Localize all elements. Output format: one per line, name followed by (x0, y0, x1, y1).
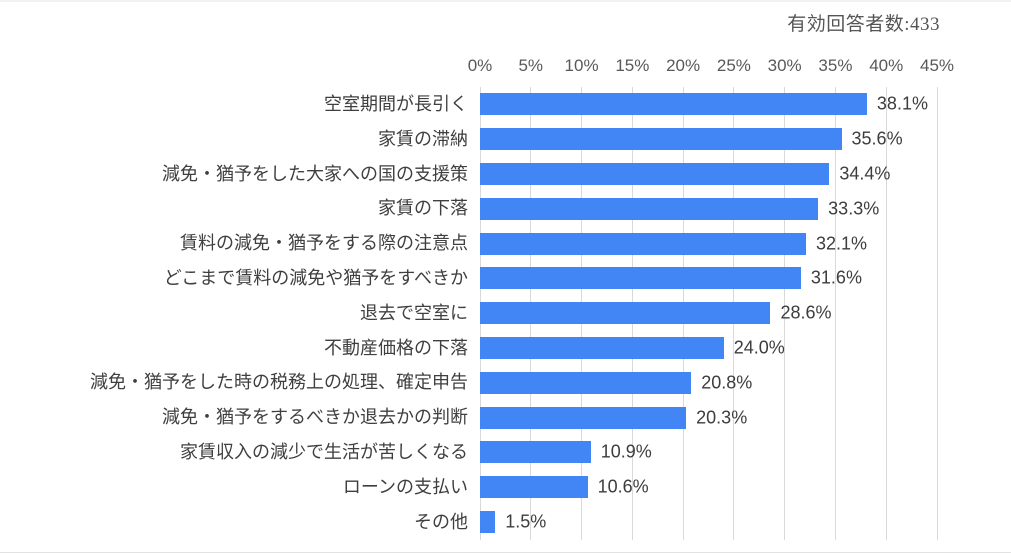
bar (480, 267, 801, 290)
category-label: ローンの支払い (342, 476, 468, 497)
bar-value-label: 20.3% (696, 407, 748, 428)
category-label: 不動産価格の下落 (324, 337, 468, 358)
gridline (784, 87, 786, 540)
bar-row: 退去で空室に 28.6% (0, 296, 1011, 331)
x-axis: 0% 5% 10% 15% 20% 25% 30% 35% 40% 45% (468, 52, 954, 87)
x-axis-tick: 15% (615, 56, 650, 75)
bar-track: 34.4% (480, 157, 1011, 192)
x-axis-row: 0% 5% 10% 15% 20% 25% 30% 35% 40% 45% (0, 52, 1011, 87)
bar-row: その他 1.5% (0, 505, 1011, 540)
bar (480, 371, 692, 394)
axis-spacer (0, 52, 480, 87)
category-label: どこまで賃料の減免や猶予をすべきか (163, 267, 468, 288)
valid-respondents-count: 有効回答者数:433 (787, 14, 940, 35)
category-label: その他 (414, 511, 468, 532)
bar-row: 家賃の滞納 35.6% (0, 122, 1011, 157)
bar-row: 家賃の下落 33.3% (0, 191, 1011, 226)
bar-track: 20.8% (480, 365, 1011, 400)
bar-row: 減免・猶予をした大家への国の支援策 34.4% (0, 157, 1011, 192)
bar (480, 302, 771, 325)
bar-track: 35.6% (480, 122, 1011, 157)
bar-row: 賃料の減免・猶予をする際の注意点 32.1% (0, 226, 1011, 261)
category-label: 家賃の下落 (378, 198, 468, 219)
bar-track: 33.3% (480, 191, 1011, 226)
x-axis-tick: 45% (919, 56, 955, 75)
bar-value-label: 24.0% (733, 337, 785, 358)
gridline (885, 87, 887, 540)
category-label: 賃料の減免・猶予をする際の注意点 (180, 233, 468, 254)
bar-track: 38.1% (480, 87, 1011, 122)
category-label: 空室期間が長引く (324, 94, 468, 114)
x-axis-tick: 10% (564, 56, 599, 75)
bar-row: 不動産価格の下落 24.0% (0, 331, 1011, 366)
category-label: 減免・猶予をした時の税務上の処理、確定申告 (90, 372, 468, 393)
x-axis-tick: 25% (716, 56, 751, 75)
bar-track: 32.1% (480, 226, 1011, 261)
bar-track: 10.6% (480, 470, 1011, 505)
x-axis-tick: 0% (467, 56, 493, 75)
bar (480, 93, 867, 116)
bar (480, 476, 588, 499)
bar-track: 28.6% (480, 296, 1011, 331)
bar-row: ローンの支払い 10.6% (0, 470, 1011, 505)
bar-track: 20.3% (480, 400, 1011, 435)
bar-value-label: 35.6% (851, 128, 903, 149)
bar-track: 10.9% (480, 435, 1011, 470)
bar-value-label: 38.1% (876, 93, 928, 114)
bar-value-label: 20.8% (701, 372, 753, 393)
gridline (936, 87, 938, 540)
bar-value-label: 28.6% (780, 302, 832, 323)
bar-track: 24.0% (480, 331, 1011, 366)
bar (480, 510, 496, 533)
bar-value-label: 10.6% (597, 476, 649, 497)
bar (480, 336, 724, 359)
horizontal-bar-chart: 0% 5% 10% 15% 20% 25% 30% 35% 40% 45% 空室期間が長引く 38.… (0, 52, 1011, 540)
category-label: 減免・猶予をするべきか退去かの判断 (162, 407, 468, 428)
bar-row: どこまで賃料の減免や猶予をすべきか 31.6% (0, 261, 1011, 296)
bar-value-label: 10.9% (600, 441, 652, 462)
x-axis-tick: 20% (666, 56, 701, 75)
bar (480, 162, 830, 185)
bar-row: 空室期間が長引く 38.1% (0, 87, 1011, 122)
category-label: 家賃収入の減少で生活が苦しくなる (180, 441, 468, 462)
bar (480, 441, 591, 464)
bar-row: 家賃収入の減少で生活が苦しくなる 10.9% (0, 435, 1011, 470)
category-label: 退去で空室に (360, 302, 468, 323)
bar (480, 128, 842, 151)
bar-value-label: 1.5% (505, 511, 547, 532)
plot-area: 空室期間が長引く 38.1% 家賃の滞納 35.6% 減免・猶予をした大家への国の支援策… (0, 87, 1011, 540)
bar-row: 減免・猶予をするべきか退去かの判断 20.3% (0, 400, 1011, 435)
bar-rows: 空室期間が長引く 38.1% 家賃の滞納 35.6% 減免・猶予をした大家への国の支援策… (0, 87, 1011, 539)
bar-value-label: 32.1% (815, 233, 868, 254)
bar-value-label: 31.6% (810, 267, 862, 288)
bar (480, 232, 806, 255)
x-axis-tick: 40% (869, 56, 904, 75)
bar-track: 31.6% (480, 261, 1011, 296)
bar (480, 406, 687, 429)
bar (480, 197, 819, 220)
bar-value-label: 34.4% (839, 163, 891, 184)
x-axis-tick: 30% (767, 56, 802, 75)
category-label: 家賃の滞納 (378, 128, 468, 149)
bar-value-label: 33.3% (828, 198, 880, 219)
x-axis-tick: 5% (518, 56, 544, 75)
x-axis-tick: 35% (818, 56, 853, 75)
bar-track: 1.5% (480, 505, 1011, 540)
gridline (834, 87, 836, 540)
category-label: 減免・猶予をした大家への国の支援策 (162, 163, 468, 184)
bar-row: 減免・猶予をした時の税務上の処理、確定申告 20.8% (0, 365, 1011, 400)
